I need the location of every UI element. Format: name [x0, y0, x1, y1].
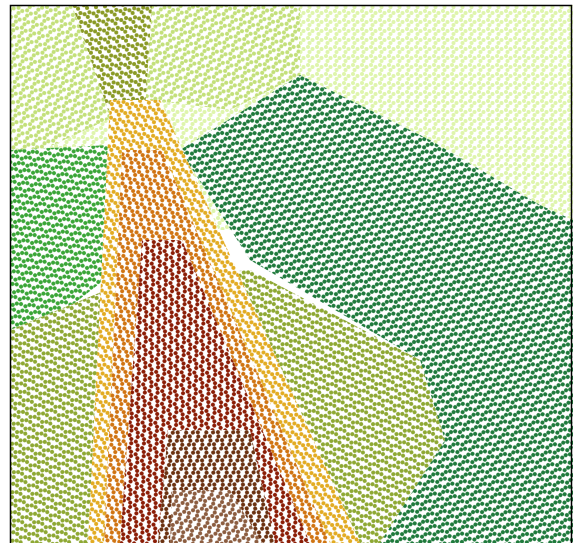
regions [10, 5, 573, 543]
dot-region [180, 75, 573, 543]
dot-region [10, 5, 300, 165]
frame [9, 4, 573, 543]
dot-region [10, 145, 130, 345]
dot-region [170, 490, 262, 543]
dot-region [72, 5, 152, 110]
